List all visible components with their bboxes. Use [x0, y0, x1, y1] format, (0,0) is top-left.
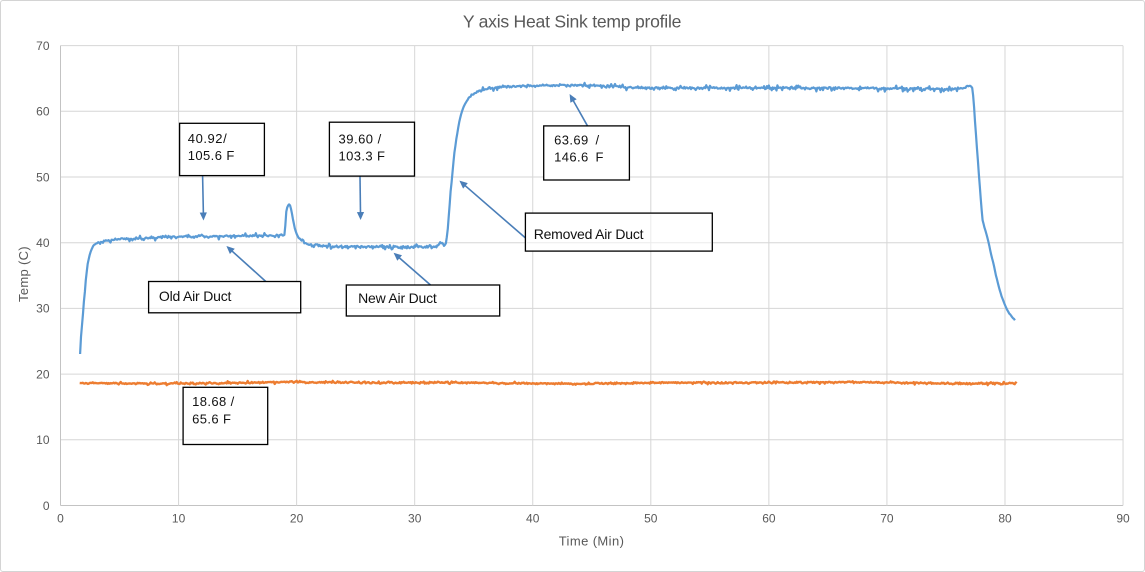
- svg-text:40: 40: [36, 236, 50, 250]
- svg-text:60: 60: [36, 105, 50, 119]
- svg-text:20: 20: [36, 367, 50, 381]
- svg-text:146.6 F: 146.6 F: [554, 149, 604, 164]
- svg-text:105.6 F: 105.6 F: [188, 148, 235, 163]
- svg-text:New Air Duct: New Air Duct: [358, 290, 437, 306]
- svg-text:30: 30: [408, 512, 422, 526]
- svg-text:0: 0: [57, 512, 64, 526]
- svg-text:90: 90: [1116, 512, 1130, 526]
- svg-text:70: 70: [880, 512, 894, 526]
- svg-text:Y axis Heat Sink temp profile: Y axis Heat Sink temp profile: [463, 12, 681, 32]
- svg-text:50: 50: [36, 170, 50, 184]
- svg-text:65.6 F: 65.6 F: [192, 412, 231, 427]
- svg-text:70: 70: [36, 39, 50, 53]
- svg-text:40.92/: 40.92/: [188, 131, 227, 146]
- svg-text:Removed Air Duct: Removed Air Duct: [534, 226, 644, 242]
- svg-text:0: 0: [43, 499, 50, 513]
- svg-text:50: 50: [644, 512, 658, 526]
- svg-text:Temp (C): Temp (C): [16, 246, 31, 302]
- svg-text:60: 60: [762, 512, 776, 526]
- svg-text:39.60 /: 39.60 /: [339, 131, 382, 146]
- svg-text:10: 10: [36, 433, 50, 447]
- svg-text:40: 40: [526, 512, 540, 526]
- svg-text:10: 10: [172, 512, 186, 526]
- svg-text:30: 30: [36, 302, 50, 316]
- svg-text:20: 20: [290, 512, 304, 526]
- svg-text:103.3 F: 103.3 F: [339, 149, 386, 164]
- svg-text:80: 80: [998, 512, 1012, 526]
- svg-text:63.69 /: 63.69 /: [554, 133, 599, 148]
- svg-text:Old Air Duct: Old Air Duct: [159, 288, 232, 304]
- svg-text:18.68 /: 18.68 /: [192, 394, 235, 409]
- svg-text:Time (Min): Time (Min): [559, 534, 625, 549]
